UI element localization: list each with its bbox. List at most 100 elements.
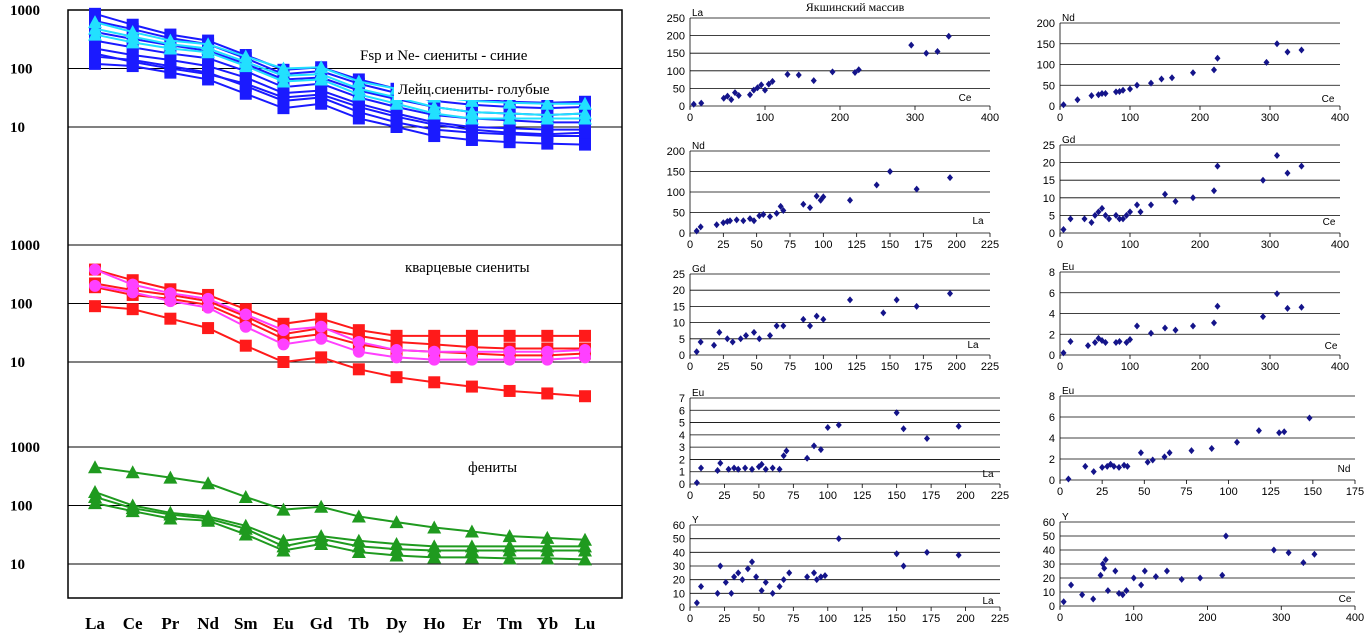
data-point bbox=[1116, 338, 1123, 346]
data-point bbox=[578, 111, 592, 125]
x-tick-label: 150 bbox=[1304, 486, 1322, 498]
data-point bbox=[835, 421, 842, 429]
y-tick-label: 10 bbox=[1043, 587, 1055, 599]
x-tick-label: 400 bbox=[1331, 361, 1349, 373]
data-point bbox=[163, 470, 178, 484]
data-point bbox=[351, 545, 366, 559]
x-tick-label: 200 bbox=[947, 361, 965, 373]
data-point bbox=[1162, 324, 1168, 332]
data-point bbox=[800, 200, 807, 208]
data-point bbox=[1298, 303, 1305, 311]
data-point bbox=[913, 302, 920, 310]
series-line bbox=[94, 284, 586, 361]
data-point bbox=[1263, 58, 1270, 66]
data-point bbox=[540, 543, 555, 557]
data-point bbox=[731, 464, 738, 472]
data-point bbox=[773, 209, 780, 217]
data-point bbox=[820, 315, 827, 323]
data-point bbox=[1274, 40, 1280, 48]
data-point bbox=[934, 47, 941, 55]
data-point bbox=[698, 99, 705, 107]
data-point bbox=[201, 476, 216, 490]
y-tick-label: 6 bbox=[1049, 288, 1055, 300]
x-tick-label: 0 bbox=[1057, 486, 1063, 498]
data-point bbox=[893, 409, 900, 417]
data-point bbox=[767, 332, 773, 340]
y-tick-label: 1000 bbox=[10, 440, 40, 456]
data-point bbox=[1068, 581, 1075, 589]
data-point bbox=[1197, 574, 1204, 582]
y-tick-label: 4 bbox=[1049, 309, 1055, 321]
data-point bbox=[1190, 69, 1196, 77]
data-point bbox=[835, 535, 842, 543]
x-tick-label: 0 bbox=[1057, 239, 1063, 251]
y-tick-label: 10 bbox=[673, 318, 685, 330]
data-point bbox=[749, 558, 755, 566]
annotation: кварцевые сиениты bbox=[405, 260, 530, 276]
data-point bbox=[751, 217, 757, 225]
data-point bbox=[717, 459, 724, 467]
data-point bbox=[465, 329, 478, 342]
data-point bbox=[579, 126, 591, 139]
x-axis-label: Ce bbox=[1325, 341, 1338, 352]
y-tick-label: 20 bbox=[673, 575, 685, 587]
y-tick-label: 2 bbox=[679, 454, 685, 466]
data-point bbox=[1110, 462, 1117, 470]
data-point bbox=[817, 446, 824, 454]
data-point bbox=[502, 111, 517, 125]
data-point bbox=[1060, 349, 1067, 357]
data-point bbox=[1067, 215, 1074, 223]
x-axis-label: Ce bbox=[1339, 594, 1352, 605]
data-point bbox=[579, 138, 591, 151]
data-point bbox=[758, 81, 765, 89]
data-point bbox=[1102, 556, 1109, 564]
x-axis-label: Ce bbox=[1322, 94, 1335, 105]
y-tick-label: 100 bbox=[10, 62, 33, 78]
x-tick-label: 50 bbox=[753, 490, 765, 502]
data-point bbox=[1276, 429, 1283, 437]
data-point bbox=[1123, 211, 1130, 219]
y-tick-label: 8 bbox=[1049, 267, 1055, 279]
x-tick-label: 125 bbox=[847, 361, 865, 373]
spider-panel-1: 1000 100 10 bbox=[10, 3, 622, 151]
data-point bbox=[464, 524, 479, 538]
data-point bbox=[1123, 587, 1130, 595]
data-point bbox=[239, 320, 252, 333]
x-tick-label: 300 bbox=[1261, 112, 1279, 124]
data-point bbox=[1099, 463, 1106, 471]
data-point bbox=[1234, 438, 1240, 446]
data-point bbox=[1190, 322, 1196, 330]
data-point bbox=[1169, 74, 1175, 82]
data-point bbox=[1134, 322, 1140, 330]
x-category-label: Ce bbox=[123, 614, 143, 633]
data-point bbox=[89, 300, 101, 313]
data-point bbox=[390, 371, 403, 384]
x-tick-label: 225 bbox=[991, 613, 1009, 625]
data-point bbox=[1116, 215, 1123, 223]
scatter-ce-nd: 200 150 100 50 00 100 200 300 400 Nd Ce bbox=[1037, 13, 1350, 124]
y-tick-label: 1000 bbox=[10, 238, 40, 254]
data-point bbox=[786, 569, 793, 577]
y-tick-label: 4 bbox=[679, 430, 685, 442]
data-point bbox=[390, 351, 403, 364]
series-line bbox=[94, 466, 586, 541]
x-tick-label: 175 bbox=[922, 613, 940, 625]
data-point bbox=[1104, 587, 1111, 595]
data-point bbox=[1285, 549, 1292, 557]
data-point bbox=[1079, 591, 1086, 599]
y-tick-label: 0 bbox=[1049, 350, 1055, 362]
data-point bbox=[762, 578, 769, 586]
x-tick-label: 100 bbox=[814, 361, 832, 373]
data-point bbox=[847, 196, 853, 204]
data-point bbox=[352, 345, 365, 358]
data-point bbox=[201, 513, 216, 527]
data-point bbox=[728, 96, 735, 104]
data-point bbox=[1274, 152, 1280, 160]
series-line bbox=[94, 491, 585, 548]
data-point bbox=[783, 447, 790, 455]
data-point bbox=[1214, 162, 1221, 170]
x-tick-label: 200 bbox=[1191, 239, 1209, 251]
data-point bbox=[811, 442, 817, 450]
y-tick-label: 50 bbox=[1043, 531, 1055, 543]
